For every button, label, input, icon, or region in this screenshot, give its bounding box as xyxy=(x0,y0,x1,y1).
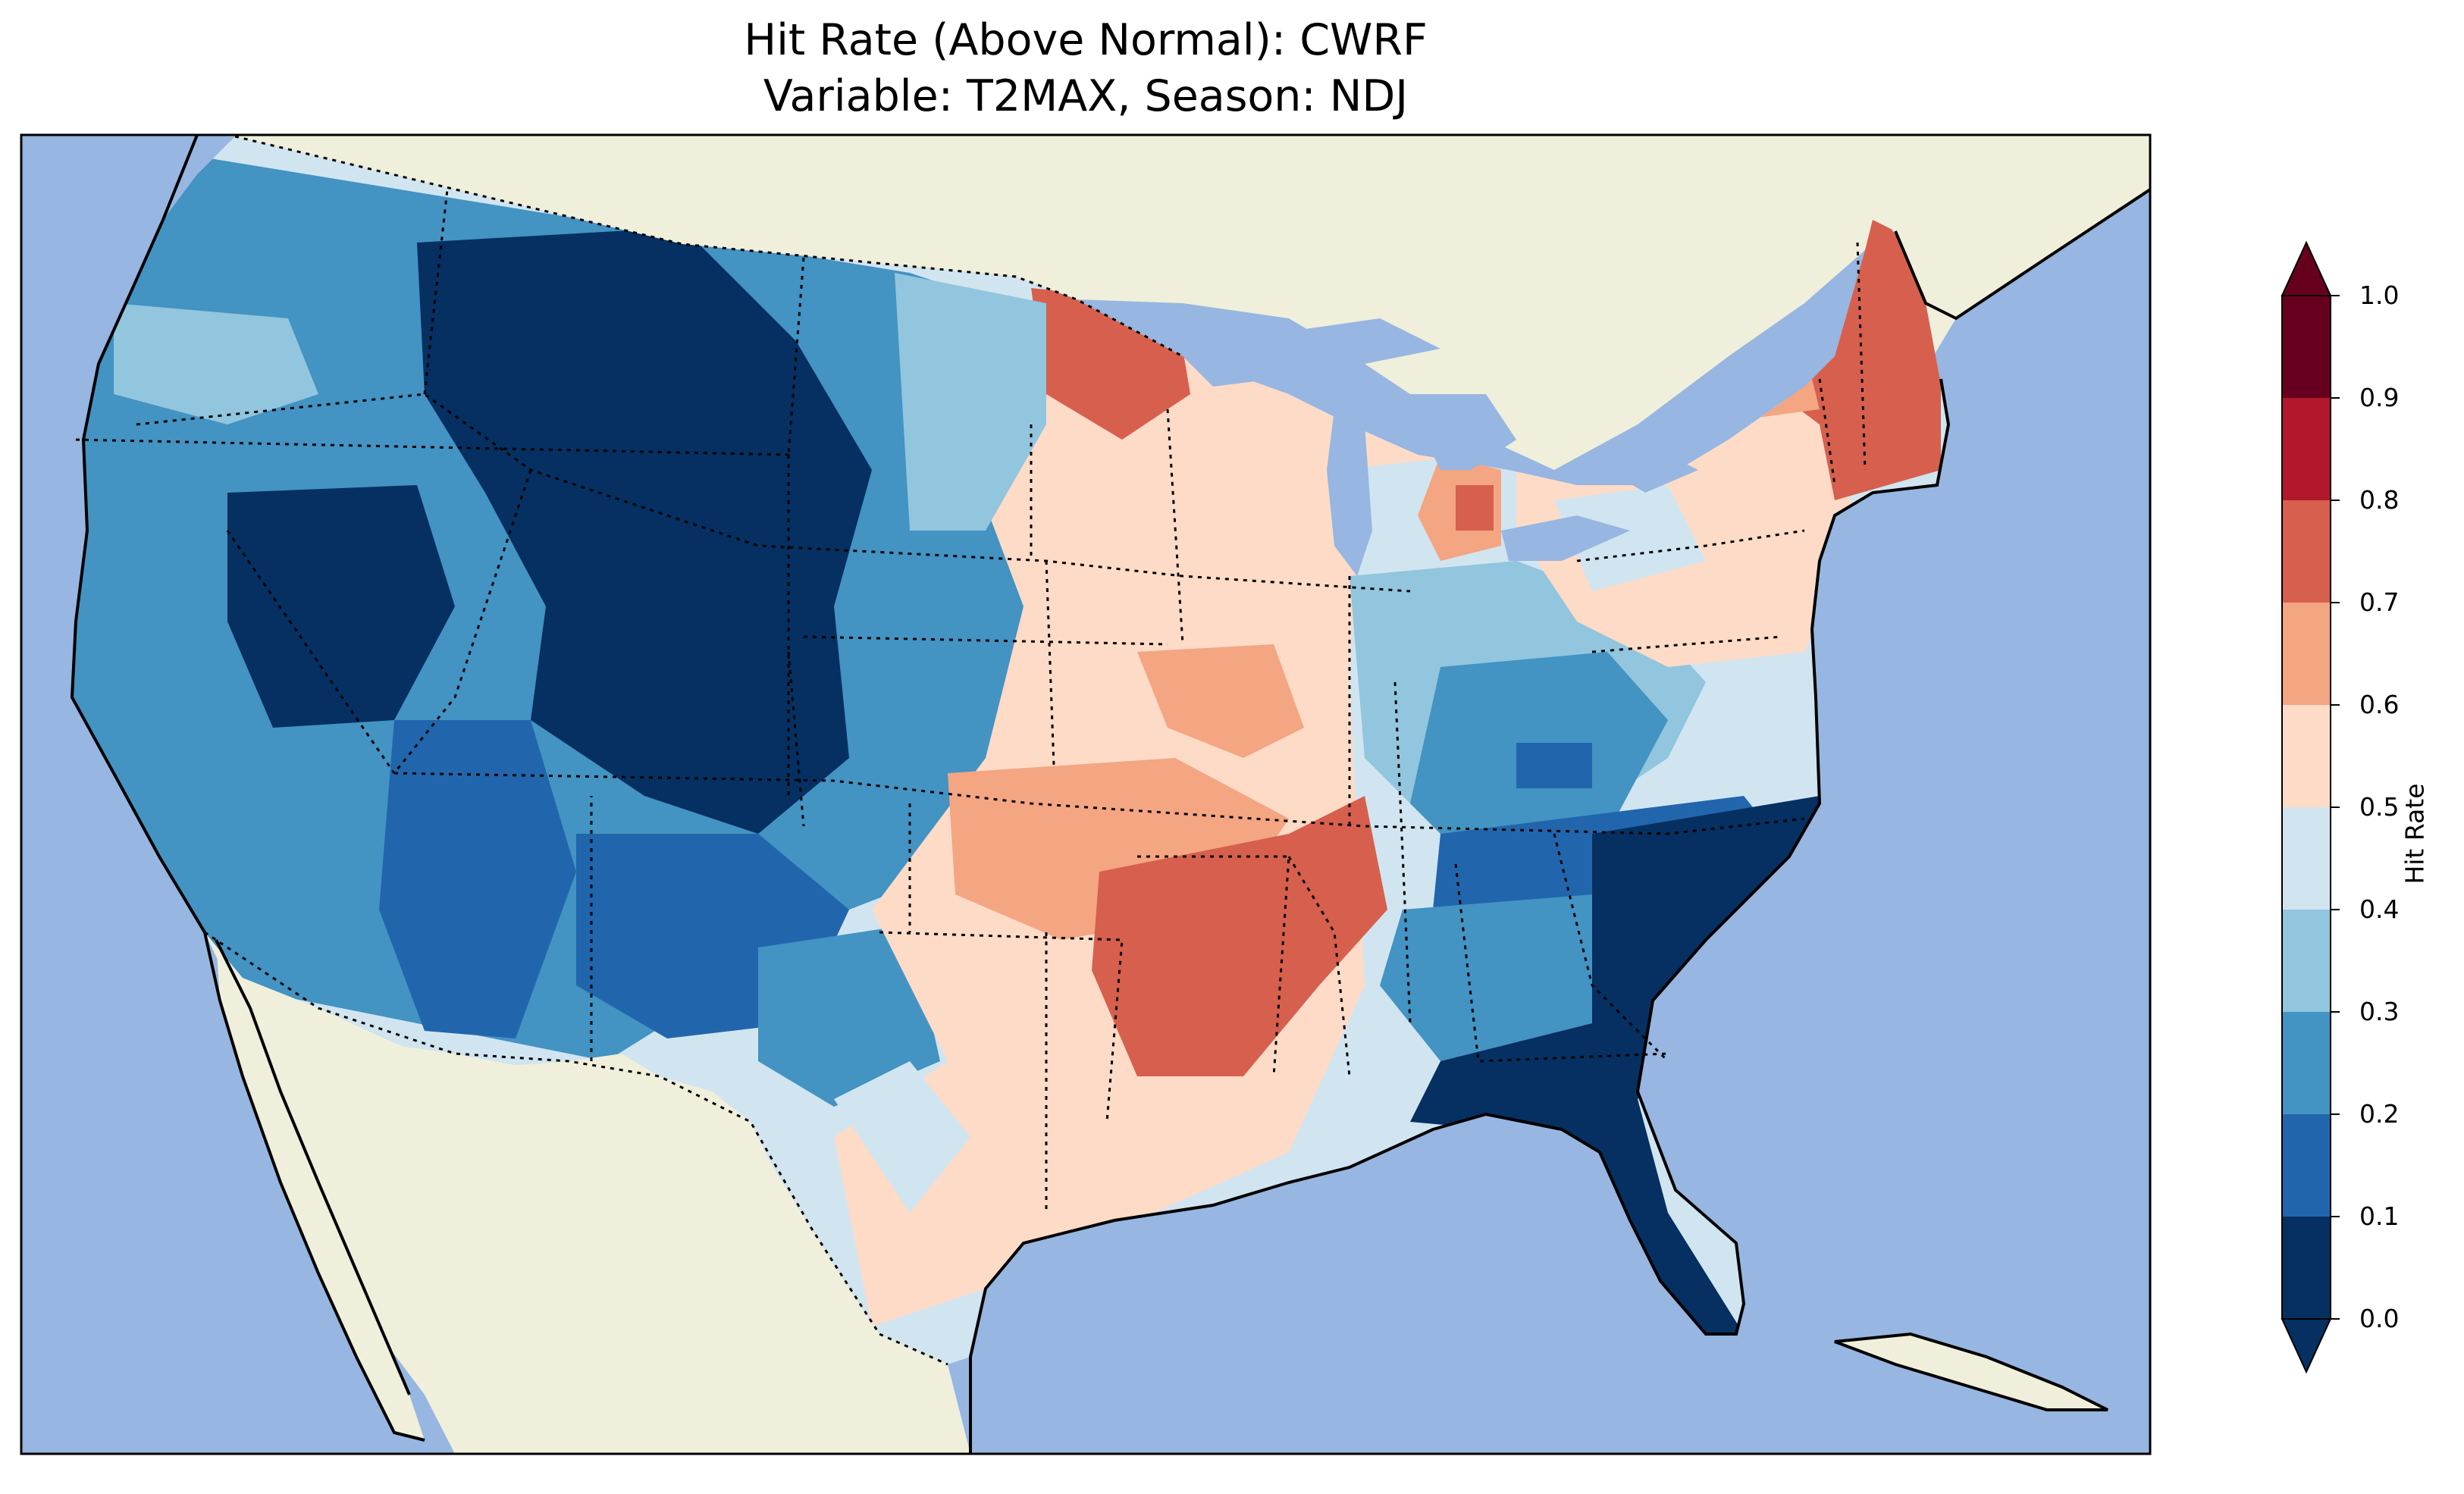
map-title-line-1: Hit Rate (Above Normal): CWRF xyxy=(744,15,1428,65)
mexico-landmass xyxy=(205,932,970,1454)
colorbar-tick-label: 0.9 xyxy=(2359,383,2400,412)
region-lower-mississippi-valley xyxy=(1092,796,1387,1076)
colorbar-bin-6 xyxy=(2282,603,2331,705)
colorbar-bin-9 xyxy=(2282,296,2331,398)
cuba-island xyxy=(1834,1332,2108,1411)
colorbar-bin-8 xyxy=(2282,398,2331,500)
colorbar-extend-min xyxy=(2281,1318,2332,1374)
colorbar-tick-label: 0.6 xyxy=(2359,690,2400,719)
canada-landmass xyxy=(197,135,2150,470)
colorbar-tick-label: 0.2 xyxy=(2359,1099,2400,1129)
map-frame xyxy=(20,133,2152,1455)
colorbar-tick-label: 0.7 xyxy=(2359,587,2400,617)
colorbar-bin-4 xyxy=(2282,807,2331,910)
hit-rate-field xyxy=(72,136,1948,1364)
colorbar-bin-3 xyxy=(2282,910,2331,1012)
us-canada-border xyxy=(234,135,1183,358)
region-great-basin xyxy=(227,485,455,728)
colorbar xyxy=(2281,240,2340,1374)
colorbar-bin-1 xyxy=(2282,1114,2331,1217)
colorbar-tick-label: 0.3 xyxy=(2359,997,2400,1026)
colorbar-bin-0 xyxy=(2282,1217,2331,1319)
colorbar-tick-label: 0.4 xyxy=(2359,894,2400,924)
colorbar-tick-label: 0.8 xyxy=(2359,485,2400,515)
colorbar-tick-label: 0.0 xyxy=(2359,1304,2400,1333)
colorbar-bin-5 xyxy=(2282,705,2331,807)
colorbar-bin-7 xyxy=(2282,500,2331,603)
colorbar-tick-label: 1.0 xyxy=(2359,280,2400,310)
map-title-line-2: Variable: T2MAX, Season: NDJ xyxy=(763,71,1409,121)
colorbar-tick-label: 0.5 xyxy=(2359,792,2400,822)
great-lakes xyxy=(1183,318,1698,576)
colorbar-tick-label: 0.1 xyxy=(2359,1201,2400,1231)
coastlines xyxy=(70,135,2150,1454)
colorbar-extend-max xyxy=(2281,240,2332,296)
state-borders xyxy=(75,189,1867,1213)
region-northern-rockies xyxy=(417,227,872,834)
colorbar-title: Hit Rate xyxy=(2400,783,2430,885)
colorbar-bin-2 xyxy=(2282,1012,2331,1114)
